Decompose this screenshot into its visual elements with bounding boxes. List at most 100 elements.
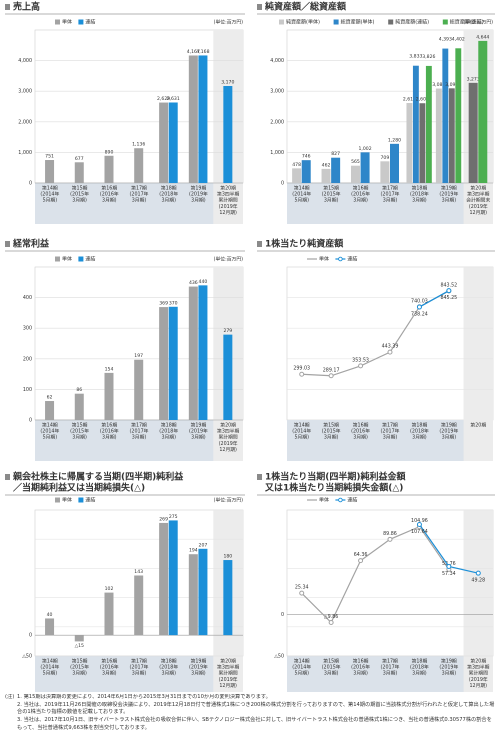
value-label: 154 xyxy=(105,366,114,372)
value-label: 269 xyxy=(159,516,168,522)
chart-title: 売上高 xyxy=(13,1,40,13)
y-tick-label: 0 xyxy=(29,418,32,424)
bar xyxy=(448,88,455,183)
point xyxy=(446,288,452,294)
value-label: 462 xyxy=(322,162,331,168)
x-tick-label: 3月期) xyxy=(353,671,368,677)
value-label: 827 xyxy=(331,151,340,157)
bar xyxy=(223,85,233,183)
x-tick-label: 第20期 xyxy=(220,658,236,665)
x-tick-label: (2015年 xyxy=(322,191,341,198)
x-tick-label: (2016年 xyxy=(351,664,370,671)
x-tick-label: 3月期) xyxy=(72,198,87,204)
x-tick-label: (2014年 xyxy=(40,664,59,671)
x-tick-label: 第14期 xyxy=(294,185,310,192)
legend-swatch xyxy=(55,19,60,25)
x-tick-label: 第16期 xyxy=(353,658,369,665)
bar xyxy=(350,165,360,183)
title-marker xyxy=(5,474,10,480)
title-marker xyxy=(257,474,262,480)
bar xyxy=(198,55,208,183)
x-tick-label: (2014年 xyxy=(40,428,59,435)
value-label: 275 xyxy=(169,514,178,520)
x-tick-label: (2015年 xyxy=(70,191,89,198)
x-tick-label: 第19期 xyxy=(191,422,207,429)
x-tick-label: 第19期 xyxy=(191,658,207,665)
x-tick-label: 第19期 xyxy=(191,185,207,192)
x-tick-label: 第14期 xyxy=(42,185,58,192)
x-tick-label: (2016年 xyxy=(100,191,119,198)
x-tick-label: 第3四半期 xyxy=(217,191,239,198)
bar xyxy=(321,168,331,183)
value-label: 62 xyxy=(47,395,53,401)
x-tick-label: 3月期) xyxy=(353,435,368,441)
x-tick-label: 第16期 xyxy=(101,658,117,665)
point xyxy=(358,558,364,564)
y-tick-label: 0 xyxy=(281,612,284,618)
y-tick-label: 300 xyxy=(23,326,32,332)
x-tick-label: 3月期) xyxy=(442,198,457,204)
value-label: 4,644 xyxy=(476,34,489,40)
value-label: 1,280 xyxy=(388,137,401,143)
value-label: 746 xyxy=(302,154,311,160)
value-label: 478 xyxy=(292,162,301,168)
value-label: 2,614 xyxy=(403,97,416,103)
x-tick-label: 第3四半期 xyxy=(217,428,239,435)
x-tick-label: 第17期 xyxy=(382,422,398,429)
x-tick-label: 累計期間 xyxy=(219,434,238,441)
x-tick-label: 第16期 xyxy=(101,422,117,429)
x-tick-label: 3月期) xyxy=(132,435,147,441)
chart-title: 経常利益 xyxy=(12,238,50,250)
x-tick-label: 3月期) xyxy=(412,198,427,204)
x-tick-label: (2019年 xyxy=(219,676,238,683)
bar xyxy=(159,522,169,636)
value-label: 3,094 xyxy=(445,82,458,88)
legend-label: 連結 xyxy=(347,256,357,263)
x-tick-label: (2017年 xyxy=(381,664,400,671)
y-tick-label: 0 xyxy=(281,181,284,187)
x-tick-label: 3月期) xyxy=(191,435,206,441)
value-label: 194 xyxy=(189,548,198,554)
x-tick-label: (2019年 xyxy=(439,191,458,198)
value-label: 890 xyxy=(105,149,114,155)
value-label: 751 xyxy=(45,154,54,160)
x-tick-label: 3月期) xyxy=(161,198,176,204)
value-label: 53.76 xyxy=(442,561,456,567)
x-tick-label: 第20期 xyxy=(470,658,486,665)
y-tick-label: 4,000 xyxy=(270,58,284,64)
unit-label: (単位:百万円) xyxy=(464,19,493,26)
x-tick-label: 12月期) xyxy=(469,210,487,216)
x-tick-label: 12月期) xyxy=(219,447,237,453)
bar xyxy=(198,285,208,420)
y-tick-label: △50 xyxy=(22,654,32,660)
chart-title: 純資産額／総資産額 xyxy=(264,1,347,13)
x-tick-label: 3月期) xyxy=(102,435,117,441)
x-tick-label: 累計期間 xyxy=(469,670,488,677)
point xyxy=(387,536,393,542)
legend-label: 純資産額(連結) xyxy=(395,19,429,26)
line xyxy=(301,525,450,624)
value-label: 1,136 xyxy=(132,142,145,148)
value-label: 3,273 xyxy=(467,76,480,82)
bar xyxy=(478,40,488,183)
value-label: 279 xyxy=(223,328,232,334)
value-label: 369 xyxy=(159,301,168,307)
x-tick-label: 3月期) xyxy=(102,671,117,677)
x-tick-label: (2014年 xyxy=(292,428,311,435)
bar xyxy=(442,48,449,183)
value-label: 436 xyxy=(189,280,198,286)
bar xyxy=(435,88,442,183)
x-tick-label: (2016年 xyxy=(100,664,119,671)
chart-title: 又は1株当たり当期純損失金額(△) xyxy=(264,482,403,494)
legend-swatch xyxy=(55,497,60,503)
x-tick-label: (2019年 xyxy=(439,664,458,671)
x-tick-label: 第15期 xyxy=(72,185,88,192)
x-tick-label: 第20期 xyxy=(220,422,236,429)
legend-swatch xyxy=(338,256,343,262)
value-label: 4,167 xyxy=(187,49,200,55)
x-tick-label: (2015年 xyxy=(322,664,341,671)
x-tick-label: 3月期) xyxy=(324,671,339,677)
bar xyxy=(455,48,462,184)
bar xyxy=(134,148,144,183)
x-tick-label: 3月期) xyxy=(132,671,147,677)
